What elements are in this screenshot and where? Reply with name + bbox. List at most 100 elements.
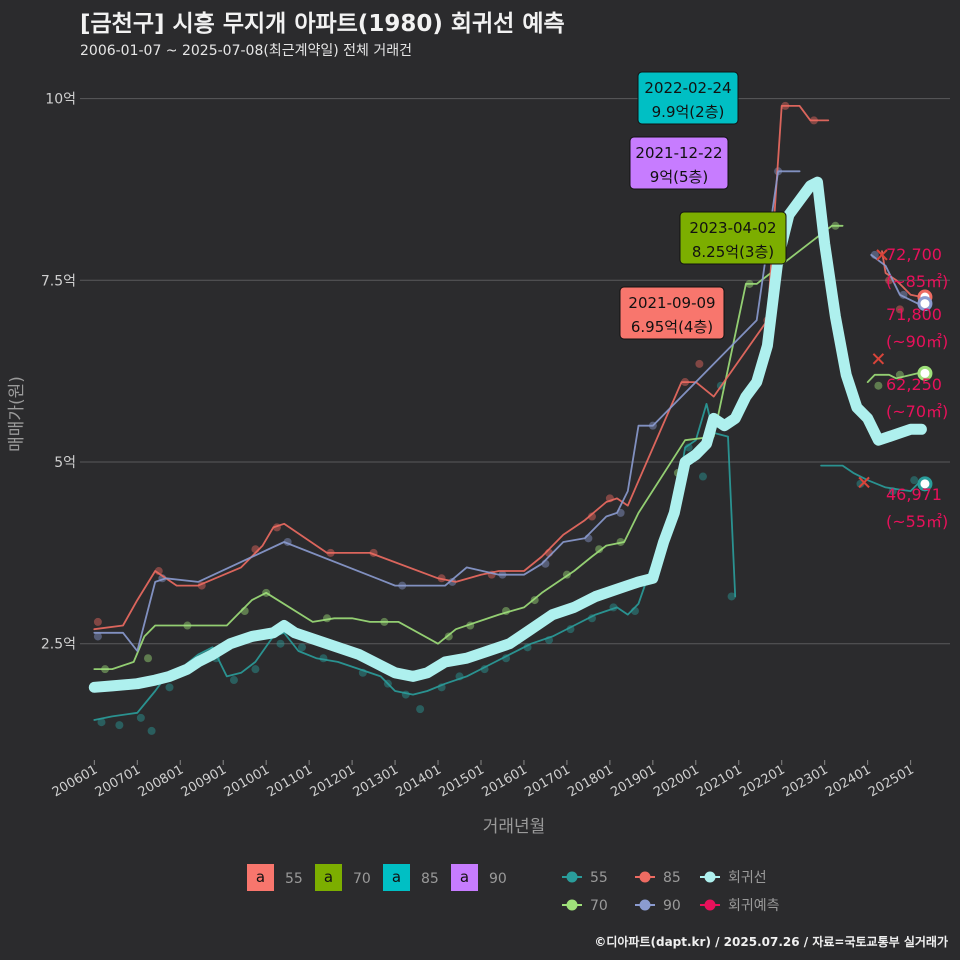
legend-line-item: 85: [635, 870, 681, 886]
callout-date: 2022-02-24: [644, 79, 731, 97]
x-tick-label: 202401: [823, 762, 873, 800]
end-point-marker: [917, 296, 933, 312]
legend-glyph: a: [324, 868, 333, 886]
x-tick-label: 201001: [222, 762, 272, 800]
x-tick-group: 201701: [522, 762, 572, 800]
legend-dot: [704, 899, 716, 911]
x-tick-label: 200601: [50, 762, 100, 800]
callout-price: 6.95억(4층): [631, 318, 713, 336]
legend-line-item: 회귀예측: [700, 898, 780, 914]
legend-line-item: 회귀선: [700, 870, 767, 886]
series-line-s70: [93, 224, 844, 670]
price-callout: 2023-04-02 8.25억(3층): [679, 211, 787, 265]
end-point-marker: [917, 476, 933, 492]
x-tick-label: 201301: [351, 762, 401, 800]
legend: a 55 a 70 a 85 a 90 55 85 회귀선 70 90 회귀예측: [247, 864, 780, 914]
x-tick-label: 201401: [394, 762, 444, 800]
price-callout: 2021-09-09 6.95억(4층): [619, 286, 725, 340]
legend-label: 85: [421, 871, 439, 887]
forecast-x: [876, 249, 888, 261]
x-tick-group: 200801: [136, 762, 186, 800]
regression-line: [88, 176, 927, 693]
legend-label: 90: [663, 898, 681, 914]
x-tick-label: 201701: [522, 762, 572, 800]
transaction-point: [136, 713, 145, 722]
callout-date: 2021-12-22: [635, 144, 722, 162]
transaction-point: [587, 512, 596, 521]
legend-dot: [704, 871, 716, 883]
x-tick-label: 202001: [651, 762, 701, 800]
x-tick-group: 200701: [93, 762, 143, 800]
x-tick-label: 200801: [136, 762, 186, 800]
x-tick-group: 202401: [823, 762, 873, 800]
transaction-point: [93, 617, 102, 626]
source-footer: ©디아파트(dapt.kr) / 2025.07.26 / 자료=국토교통부 실…: [594, 935, 948, 949]
transaction-point: [874, 381, 883, 390]
end-value-label: 46,971: [886, 485, 942, 504]
x-tick-label: 201201: [308, 762, 358, 800]
transaction-point: [595, 545, 604, 554]
chart-title: [금천구] 시흥 무지개 아파트(1980) 회귀선 예측: [80, 11, 565, 37]
transaction-point: [144, 654, 153, 663]
callout-box: [679, 211, 787, 265]
x-tick-label: 202301: [780, 762, 830, 800]
end-point-marker: [917, 365, 933, 381]
callouts: 2022-02-24 9.9억(2층) 2021-12-22 9억(5층) 2023-0…: [619, 71, 787, 340]
x-tick-group: 201101: [265, 762, 315, 800]
x-tick-group: 201401: [394, 762, 444, 800]
legend-line-item: 90: [635, 898, 681, 914]
y-axis-label: 매매가(원): [7, 376, 27, 452]
legend-label: 70: [590, 898, 608, 914]
legend-area-item: a 85: [383, 864, 439, 891]
y-tick-label: 7.5억: [41, 273, 76, 289]
axes: 거래년월 매매가(원) 2.5억5억7.5억10억200601200701200…: [7, 92, 917, 837]
callout-box: [637, 71, 739, 125]
transaction-point: [695, 359, 704, 368]
legend-area-item: a 70: [315, 864, 371, 891]
forecast-mark: [876, 249, 888, 261]
legend-glyph: a: [392, 868, 401, 886]
callout-date: 2023-04-02: [689, 219, 776, 237]
legend-line-item: 55: [562, 870, 608, 886]
price-callout: 2021-12-22 9억(5층): [629, 136, 729, 190]
legend-label: 55: [590, 870, 608, 886]
x-tick-group: 200901: [179, 762, 229, 800]
y-tick-label: 5억: [54, 455, 76, 471]
x-tick-group: 201001: [222, 762, 272, 800]
x-tick-label: 202201: [737, 762, 787, 800]
transaction-point: [115, 721, 124, 730]
x-tick-group: 201201: [308, 762, 358, 800]
x-tick-label: 202101: [694, 762, 744, 800]
legend-label: 90: [489, 871, 507, 887]
legend-swatch: [383, 864, 410, 891]
legend-swatch: [247, 864, 274, 891]
callout-box: [619, 286, 725, 340]
end-area-label: (~90㎡): [886, 332, 948, 351]
transaction-point: [97, 718, 106, 727]
legend-area-item: a 90: [451, 864, 507, 891]
y-tick-label: 2.5억: [41, 637, 76, 653]
end-area-label: (~70㎡): [886, 402, 948, 421]
x-tick-label: 201901: [608, 762, 658, 800]
x-tick-group: 202301: [780, 762, 830, 800]
price-callout: 2022-02-24 9.9억(2층): [637, 71, 739, 125]
y-tick-label: 10억: [45, 92, 76, 108]
legend-swatch: [315, 864, 342, 891]
forecast-mark: [872, 353, 885, 365]
series-line-s90: [870, 254, 919, 305]
legend-area-item: a 55: [247, 864, 303, 891]
x-tick-group: 201301: [351, 762, 401, 800]
transaction-point: [416, 705, 425, 714]
series-line-s90: [93, 170, 801, 652]
x-tick-group: 201601: [479, 762, 529, 800]
legend-label: 55: [285, 871, 303, 887]
x-axis-label: 거래년월: [483, 817, 546, 837]
series-line-s85: [93, 105, 830, 631]
x-tick-label: 201601: [479, 762, 529, 800]
legend-glyph: a: [256, 868, 265, 886]
x-tick-label: 201801: [565, 762, 615, 800]
transaction-point: [297, 643, 306, 652]
transaction-point: [895, 305, 904, 314]
x-tick-label: 202501: [866, 762, 916, 800]
x-tick-group: 200601: [50, 762, 100, 800]
